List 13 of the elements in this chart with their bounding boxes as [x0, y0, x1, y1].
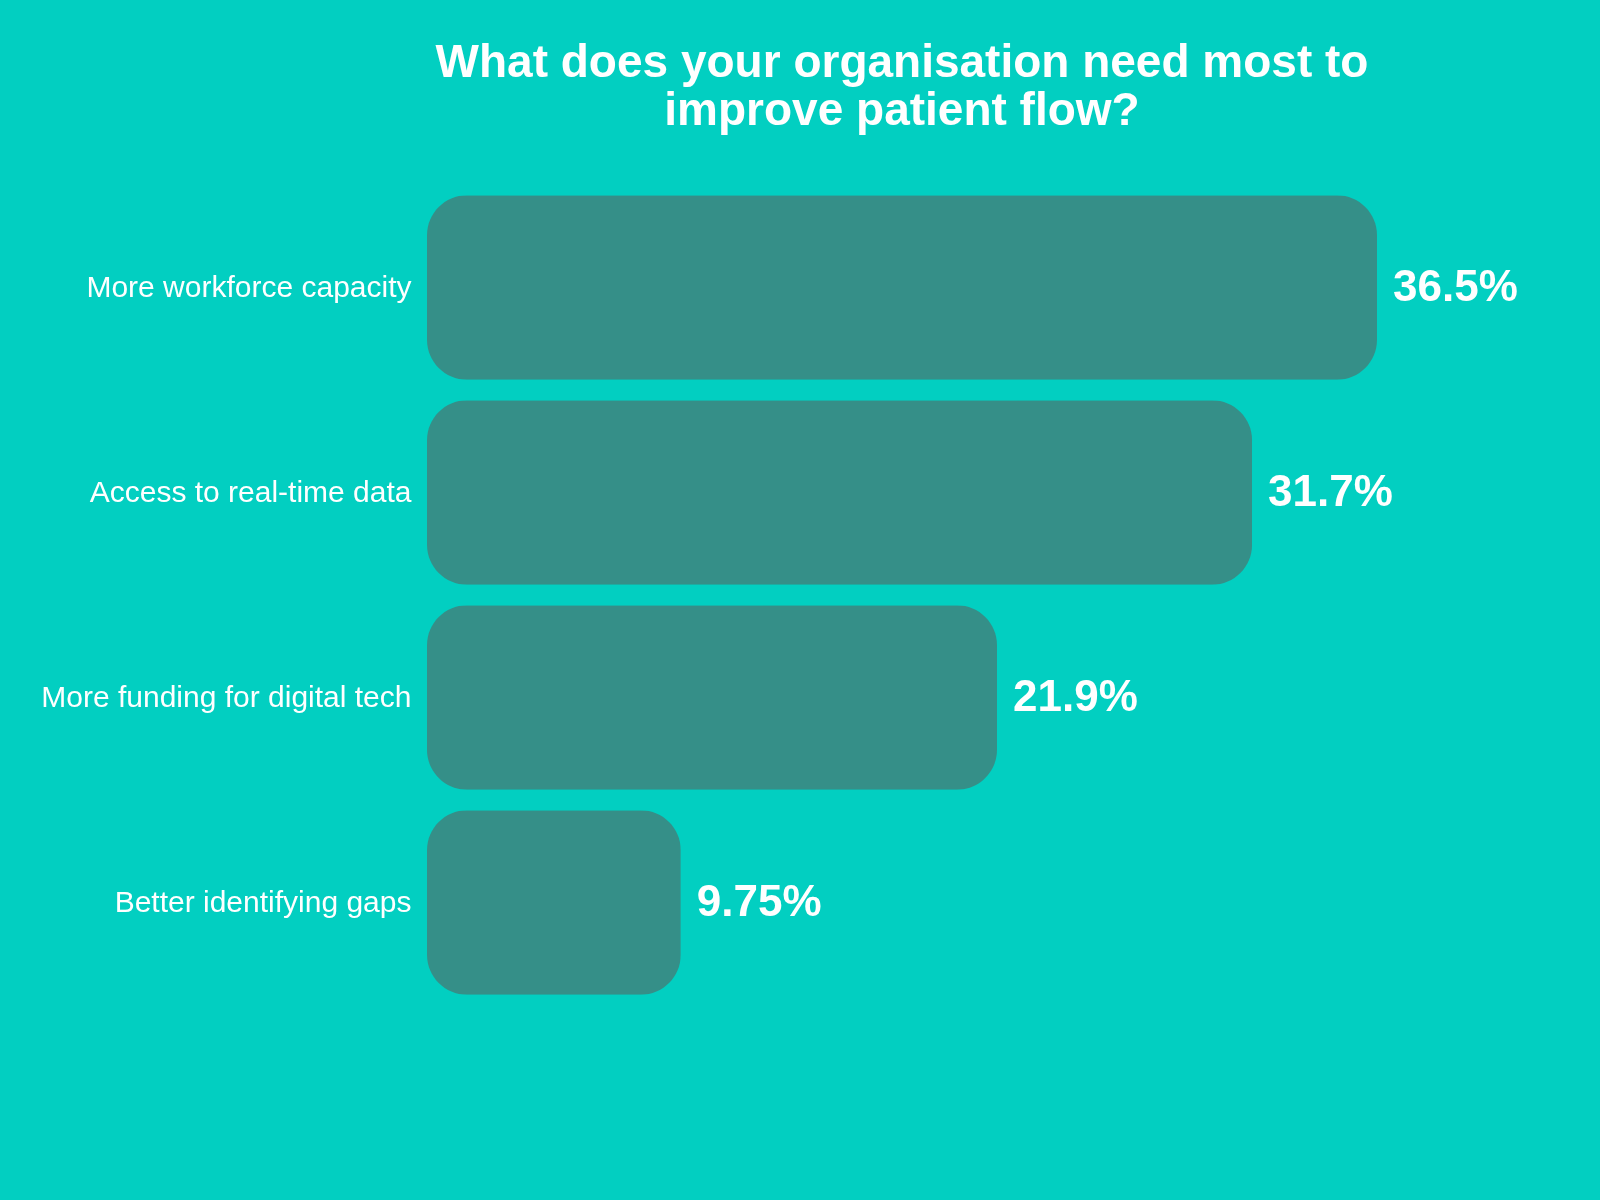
bar [427, 810, 681, 995]
bar [427, 195, 1377, 380]
data-label: 36.5% [1393, 260, 1518, 310]
bar [427, 605, 997, 790]
y-tick-label: More funding for digital tech [41, 679, 412, 713]
data-label: 21.9% [1013, 670, 1138, 720]
y-tick-label: More workforce capacity [86, 269, 412, 303]
y-tick-label: Better identifying gaps [114, 884, 412, 918]
bar [427, 400, 1253, 585]
data-label: 9.75% [696, 875, 822, 925]
data-label: 31.7% [1268, 465, 1393, 515]
y-tick-label: Access to real-time data [89, 474, 412, 508]
chart-title: What does your organisation need most to improve patient flow? [435, 35, 1369, 135]
